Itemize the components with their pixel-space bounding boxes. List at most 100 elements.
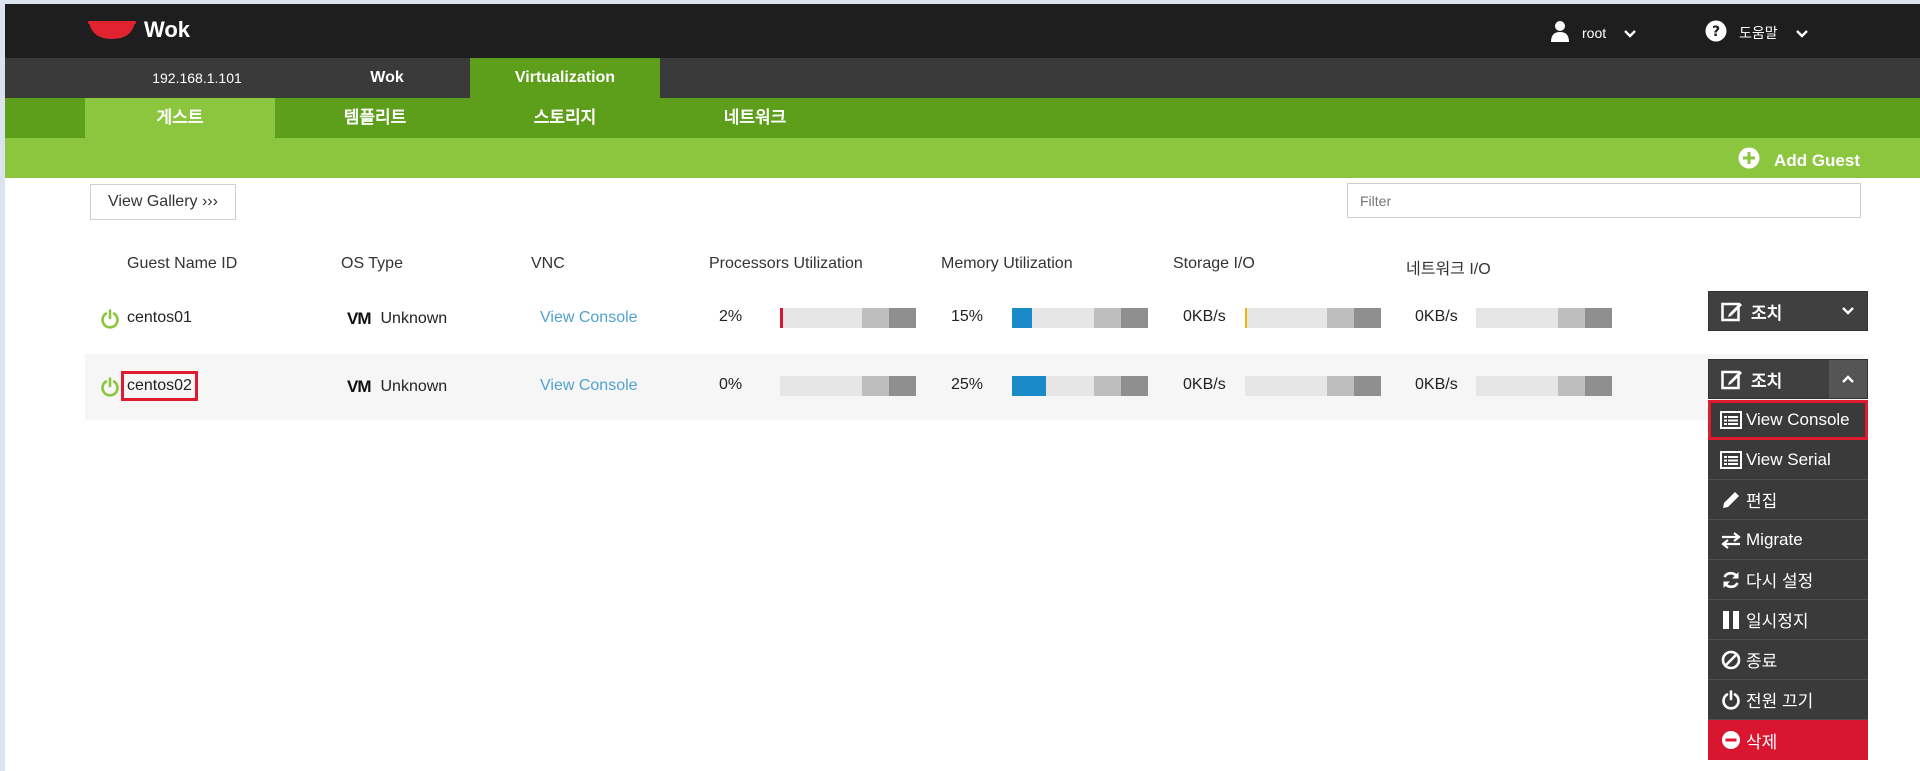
- memory-bar-fill: [1012, 376, 1046, 396]
- network-value: 0KB/s: [1415, 376, 1458, 393]
- migrate-icon: [1720, 530, 1742, 550]
- help-menu[interactable]: ? 도움말: [1705, 20, 1808, 45]
- menu-item-reset[interactable]: 다시 설정: [1708, 560, 1868, 600]
- tab-wok[interactable]: Wok: [370, 69, 404, 86]
- col-network: 네트워크 I/O: [1406, 261, 1491, 278]
- section-tab-bar: 게스트 템플리트 스토리지 네트워크: [5, 98, 1920, 138]
- os-label: Unknown: [380, 378, 448, 395]
- view-console-link[interactable]: View Console: [540, 309, 638, 326]
- power-on-icon: [100, 309, 120, 334]
- chevron-up-icon: [1829, 360, 1867, 398]
- menu-item-view-serial[interactable]: View Serial: [1708, 440, 1868, 480]
- wok-logo-icon: [88, 19, 136, 41]
- menu-item-label: 일시정지: [1746, 612, 1809, 631]
- svg-text:?: ?: [1712, 24, 1720, 40]
- app-name: Wok: [144, 17, 191, 42]
- power-on-icon: [100, 377, 120, 402]
- network-bar: [1476, 308, 1612, 328]
- network-value: 0KB/s: [1415, 308, 1458, 325]
- cpu-bar: [780, 376, 916, 396]
- tab-host-ip[interactable]: 192.168.1.101: [152, 70, 242, 86]
- menu-item-migrate[interactable]: Migrate: [1708, 520, 1868, 560]
- memory-bar-fill: [1012, 308, 1032, 328]
- top-bar: Wok root ? 도움말: [5, 4, 1920, 58]
- console-icon: [1720, 410, 1742, 430]
- menu-item-label: View Serial: [1746, 449, 1831, 469]
- cpu-value: 0%: [719, 376, 743, 393]
- menu-item-label: Migrate: [1746, 529, 1803, 549]
- menu-item-label: 삭제: [1746, 732, 1778, 752]
- col-vnc: VNC: [531, 255, 565, 272]
- col-guest-name: Guest Name ID: [127, 255, 238, 272]
- serial-icon: [1720, 450, 1742, 470]
- chevron-down-icon: [1624, 25, 1636, 41]
- col-os-type: OS Type: [341, 255, 403, 272]
- tab-virtualization[interactable]: Virtualization: [470, 58, 660, 98]
- menu-item-delete[interactable]: 삭제: [1708, 720, 1868, 760]
- user-menu[interactable]: root: [1550, 20, 1636, 45]
- menu-item-edit[interactable]: 편집: [1708, 480, 1868, 520]
- os-type: VM Unknown: [347, 309, 447, 329]
- tab-storage[interactable]: 스토리지: [533, 108, 597, 127]
- storage-value: 0KB/s: [1183, 308, 1226, 325]
- host-tab-bar: 192.168.1.101 Wok Virtualization: [5, 58, 1920, 98]
- add-guest-label: Add Guest: [1774, 150, 1860, 170]
- storage-bar: [1245, 376, 1381, 396]
- table-row: centos02 VM Unknown View Console 0% 25% 0…: [85, 354, 1865, 420]
- menu-item-shutdown[interactable]: 종료: [1708, 640, 1868, 680]
- cpu-bar-fill: [780, 308, 783, 328]
- pencil-icon: [1720, 490, 1742, 510]
- guest-name[interactable]: centos02: [121, 371, 198, 401]
- menu-item-power-off[interactable]: 전원 끄기: [1708, 680, 1868, 720]
- cpu-value: 2%: [719, 308, 743, 325]
- menu-item-view-console[interactable]: View Console: [1708, 400, 1868, 440]
- menu-item-label: View Console: [1746, 409, 1850, 429]
- actions-button[interactable]: 조치: [1708, 359, 1868, 399]
- view-console-link[interactable]: View Console: [540, 377, 638, 394]
- action-bar: Add Guest: [5, 138, 1920, 178]
- view-gallery-button[interactable]: View Gallery ›››: [90, 184, 236, 220]
- app-window: Wok root ? 도움말 192.168.1.101 Wok Virtual…: [5, 4, 1920, 771]
- help-label: 도움말: [1739, 24, 1778, 41]
- power-icon: [1720, 689, 1742, 710]
- chevron-down-icon: [1795, 25, 1808, 41]
- guest-name[interactable]: centos01: [127, 309, 192, 326]
- edit-square-icon: [1721, 300, 1743, 322]
- col-processors: Processors Utilization: [709, 255, 863, 272]
- actions-label: 조치: [1751, 303, 1783, 323]
- tab-network[interactable]: 네트워크: [723, 108, 787, 127]
- vm-badge-icon: VM: [347, 309, 371, 328]
- edit-square-icon: [1721, 368, 1743, 390]
- pause-icon: [1720, 610, 1742, 630]
- cpu-bar: [780, 308, 916, 328]
- filter-input[interactable]: [1347, 183, 1861, 218]
- refresh-icon: [1720, 570, 1742, 590]
- user-icon: [1550, 20, 1570, 45]
- memory-value: 25%: [951, 376, 984, 393]
- col-storage: Storage I/O: [1173, 255, 1255, 272]
- actions-dropdown-menu: View Console View Serial 편집 Migrate 다시 설…: [1708, 400, 1868, 760]
- minus-circle-icon: [1720, 730, 1742, 750]
- tab-templates[interactable]: 템플리트: [343, 108, 407, 127]
- add-guest-button[interactable]: Add Guest: [1738, 147, 1860, 174]
- os-label: Unknown: [380, 310, 448, 327]
- user-name: root: [1582, 24, 1607, 41]
- memory-bar: [1012, 308, 1148, 328]
- storage-bar-fill: [1245, 308, 1247, 328]
- ban-icon: [1720, 650, 1742, 670]
- col-memory: Memory Utilization: [941, 255, 1073, 272]
- wok-logo[interactable]: Wok: [88, 17, 190, 43]
- menu-item-pause[interactable]: 일시정지: [1708, 600, 1868, 640]
- menu-item-label: 전원 끄기: [1746, 692, 1814, 711]
- tab-guests[interactable]: 게스트: [85, 98, 275, 138]
- table-row: centos01 VM Unknown View Console 2% 15% 0…: [85, 286, 1865, 352]
- storage-value: 0KB/s: [1183, 376, 1226, 393]
- storage-bar: [1245, 308, 1381, 328]
- plus-circle-icon: [1738, 147, 1760, 174]
- actions-button[interactable]: 조치: [1708, 291, 1868, 331]
- os-type: VM Unknown: [347, 377, 447, 397]
- question-icon: ?: [1705, 20, 1727, 45]
- vm-badge-icon: VM: [347, 377, 371, 396]
- menu-item-label: 편집: [1746, 492, 1778, 511]
- memory-value: 15%: [951, 308, 984, 325]
